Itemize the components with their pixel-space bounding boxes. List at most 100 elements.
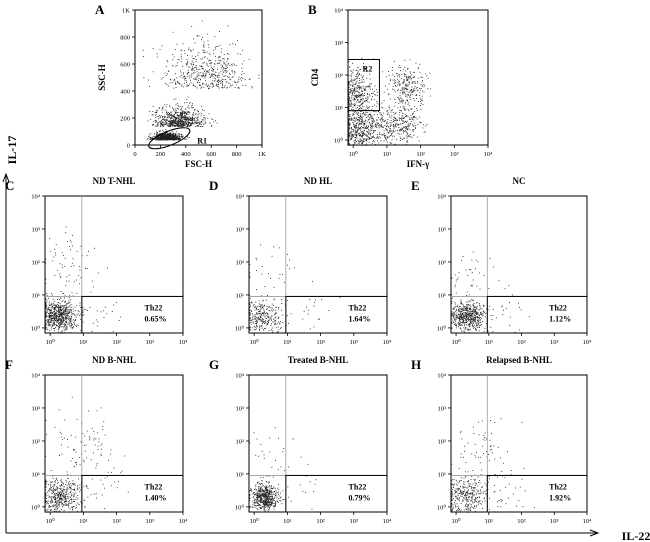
data-point <box>422 90 423 92</box>
data-point <box>351 90 353 92</box>
data-point <box>372 123 373 125</box>
data-point <box>161 139 163 141</box>
data-point <box>221 48 223 50</box>
data-point <box>187 66 189 68</box>
data-point <box>191 69 193 71</box>
data-point <box>413 90 415 91</box>
data-point <box>352 72 354 74</box>
data-point <box>71 320 73 322</box>
data-point <box>209 63 211 64</box>
data-point <box>83 308 85 310</box>
data-point <box>208 70 210 72</box>
data-point <box>411 88 413 90</box>
gate-label: Th22 <box>349 303 367 312</box>
data-point <box>265 322 266 323</box>
data-point <box>174 124 176 126</box>
data-point <box>413 116 415 117</box>
data-point <box>157 133 159 135</box>
data-point <box>348 61 350 63</box>
data-point <box>67 303 68 305</box>
data-point <box>403 109 405 111</box>
data-point <box>352 130 354 132</box>
data-point <box>60 318 61 320</box>
data-point <box>163 116 165 118</box>
data-point <box>91 280 93 282</box>
data-point <box>203 119 205 121</box>
data-point <box>177 139 179 141</box>
data-point <box>384 120 385 122</box>
data-point <box>402 128 404 129</box>
data-point <box>175 125 177 126</box>
data-point <box>154 136 156 138</box>
data-point <box>185 78 186 79</box>
data-point <box>389 121 391 123</box>
data-point <box>238 88 240 89</box>
data-point <box>409 124 411 125</box>
data-point <box>197 124 199 126</box>
data-point <box>60 314 61 315</box>
data-point <box>348 97 350 99</box>
data-point <box>69 322 71 324</box>
data-point <box>54 307 56 309</box>
data-point <box>262 299 264 301</box>
data-point <box>364 129 365 131</box>
data-point <box>69 320 71 321</box>
data-point <box>59 313 61 314</box>
data-point <box>57 326 59 328</box>
data-point <box>372 136 374 138</box>
data-point <box>68 311 69 313</box>
data-point <box>163 134 165 136</box>
data-point <box>251 302 253 304</box>
data-point <box>418 140 420 142</box>
data-point <box>359 137 361 139</box>
data-point <box>237 80 239 82</box>
data-point <box>349 98 351 99</box>
data-point <box>157 132 158 134</box>
data-point <box>267 323 268 324</box>
data-point <box>46 302 48 303</box>
data-point <box>390 124 392 126</box>
data-point <box>59 311 60 312</box>
data-point <box>190 125 192 127</box>
data-point <box>218 82 219 83</box>
data-point <box>402 112 403 114</box>
data-point <box>188 122 190 123</box>
data-point <box>69 311 70 313</box>
data-point <box>397 96 399 98</box>
data-point <box>354 133 355 135</box>
data-point <box>166 73 168 75</box>
data-point <box>181 124 183 126</box>
data-point <box>483 305 485 307</box>
data-point <box>185 63 187 64</box>
outer-x-arrowhead <box>589 529 600 537</box>
plot-frame <box>134 9 263 146</box>
data-point <box>48 320 49 322</box>
data-point <box>266 324 268 326</box>
data-point <box>159 115 160 116</box>
data-point <box>261 313 263 314</box>
data-point <box>157 138 159 140</box>
data-point <box>357 117 359 118</box>
data-point <box>359 144 361 146</box>
data-point <box>223 58 225 60</box>
data-point <box>163 119 165 120</box>
data-point <box>204 76 206 78</box>
data-point <box>261 323 263 325</box>
data-point <box>393 60 395 62</box>
data-point <box>204 75 206 77</box>
data-point <box>348 122 350 123</box>
data-point <box>52 327 54 329</box>
data-point <box>216 80 218 82</box>
data-point <box>182 113 184 114</box>
data-point <box>282 274 283 275</box>
data-point <box>351 93 353 94</box>
data-point <box>367 114 369 116</box>
data-point <box>166 122 167 124</box>
data-point <box>191 69 193 71</box>
data-point <box>48 322 50 324</box>
data-point <box>379 118 381 120</box>
data-point <box>68 321 70 323</box>
data-point <box>348 100 350 102</box>
data-point <box>48 305 50 306</box>
data-point <box>473 303 475 304</box>
